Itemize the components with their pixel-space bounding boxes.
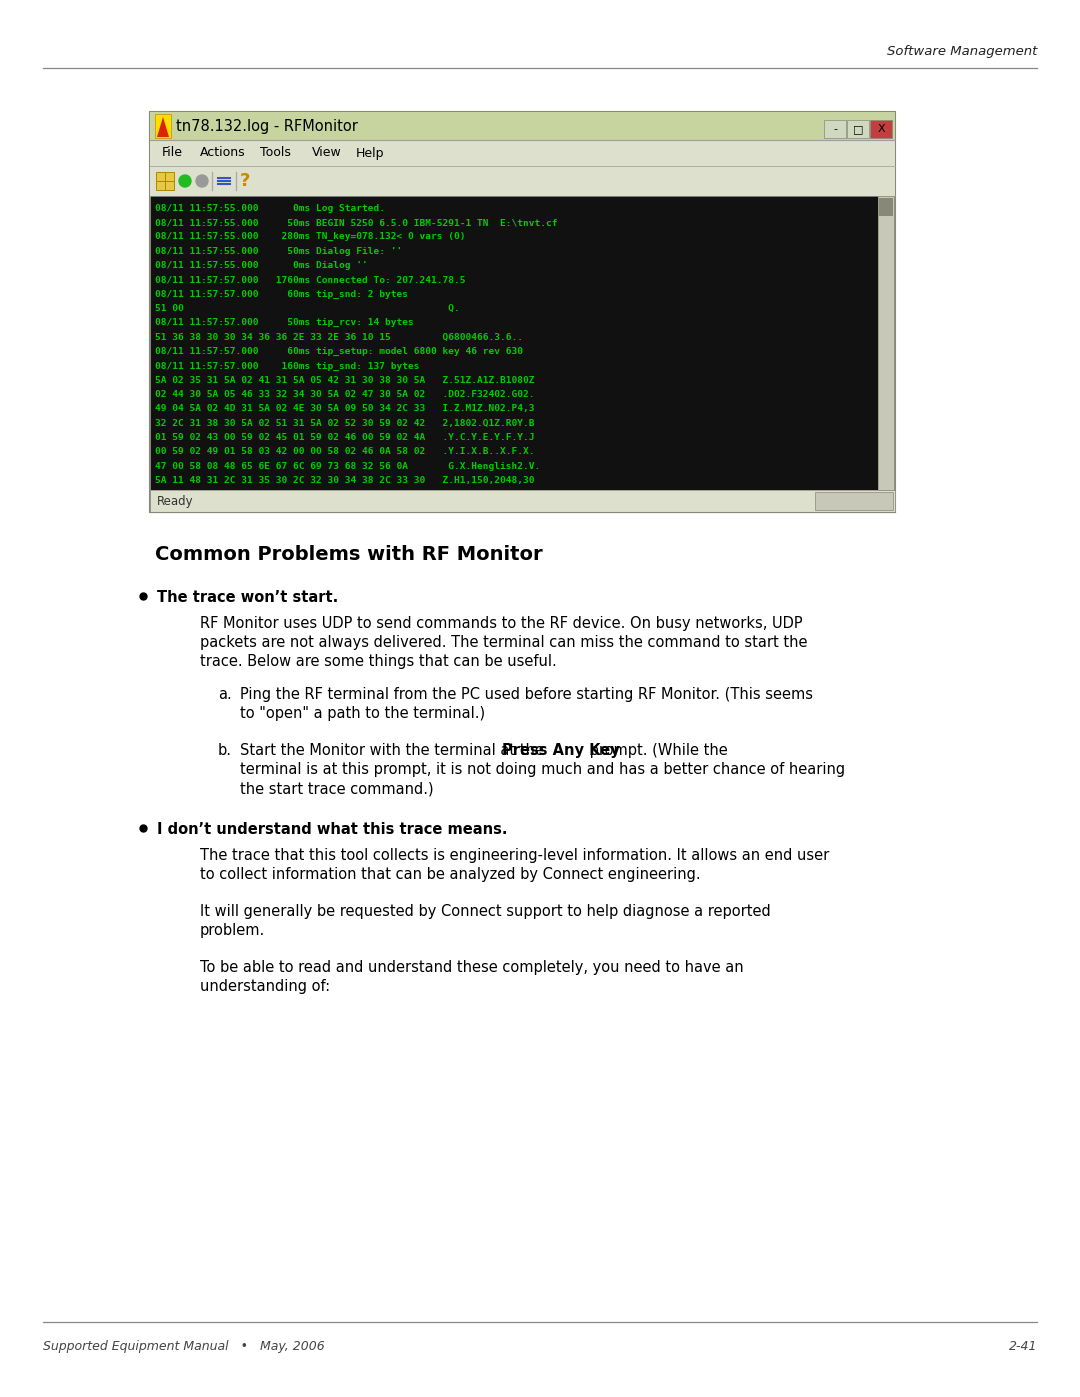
Text: Tools: Tools [260, 147, 291, 159]
Text: b.: b. [218, 743, 232, 759]
Text: 08/11 11:57:55.000     50ms Dialog File: '': 08/11 11:57:55.000 50ms Dialog File: '' [156, 247, 402, 256]
Text: Supported Equipment Manual   •   May, 2006: Supported Equipment Manual • May, 2006 [43, 1340, 325, 1354]
Polygon shape [157, 117, 168, 137]
Bar [824, 120, 846, 138]
Bar [878, 196, 894, 490]
Text: The trace won’t start.: The trace won’t start. [157, 590, 338, 605]
Text: X: X [877, 124, 885, 134]
Text: 5A 02 35 31 5A 02 41 31 5A 05 42 31 30 38 30 5A   Z.51Z.A1Z.B1080Z: 5A 02 35 31 5A 02 41 31 5A 05 42 31 30 3… [156, 376, 535, 384]
Text: terminal is at this prompt, it is not doing much and has a better chance of hear: terminal is at this prompt, it is not do… [240, 761, 846, 777]
Text: To be able to read and understand these completely, you need to have an: To be able to read and understand these … [200, 960, 744, 975]
Text: Ping the RF terminal from the PC used before starting RF Monitor. (This seems: Ping the RF terminal from the PC used be… [240, 687, 813, 703]
Text: 08/11 11:57:57.000    160ms tip_snd: 137 bytes: 08/11 11:57:57.000 160ms tip_snd: 137 by… [156, 362, 419, 370]
Text: Software Management: Software Management [887, 46, 1037, 59]
Bar [847, 120, 869, 138]
Bar [156, 115, 171, 138]
Bar [150, 140, 895, 166]
Text: Ready: Ready [157, 495, 193, 507]
Text: 49 04 5A 02 4D 31 5A 02 4E 30 5A 09 50 34 2C 33   I.Z.M1Z.N02.P4,3: 49 04 5A 02 4D 31 5A 02 4E 30 5A 09 50 3… [156, 405, 535, 414]
Text: Press Any Key: Press Any Key [502, 743, 620, 759]
Text: 08/11 11:57:55.000    280ms TN_key=078.132< 0 vars (0): 08/11 11:57:55.000 280ms TN_key=078.132<… [156, 232, 465, 242]
Circle shape [195, 175, 208, 187]
Text: It will generally be requested by Connect support to help diagnose a reported: It will generally be requested by Connec… [200, 904, 771, 919]
Text: trace. Below are some things that can be useful.: trace. Below are some things that can be… [200, 654, 557, 669]
Circle shape [179, 175, 191, 187]
Bar [815, 492, 893, 510]
Text: 32 2C 31 38 30 5A 02 51 31 5A 02 52 30 59 02 42   2,1802.Q1Z.R0Y.B: 32 2C 31 38 30 5A 02 51 31 5A 02 52 30 5… [156, 419, 535, 427]
Text: 01 59 02 43 00 59 02 45 01 59 02 46 00 59 02 4A   .Y.C.Y.E.Y.F.Y.J: 01 59 02 43 00 59 02 45 01 59 02 46 00 5… [156, 433, 535, 443]
Text: to "open" a path to the terminal.): to "open" a path to the terminal.) [240, 705, 485, 721]
Text: Common Problems with RF Monitor: Common Problems with RF Monitor [156, 545, 542, 564]
Text: 08/11 11:57:57.000     60ms tip_setup: model 6800 key 46 rev 630: 08/11 11:57:57.000 60ms tip_setup: model… [156, 346, 523, 356]
Text: 08/11 11:57:55.000      0ms Log Started.: 08/11 11:57:55.000 0ms Log Started. [156, 204, 384, 212]
Text: packets are not always delivered. The terminal can miss the command to start the: packets are not always delivered. The te… [200, 636, 808, 650]
Bar [150, 112, 895, 511]
Text: -: - [833, 124, 837, 134]
Text: 08/11 11:57:57.000     50ms tip_rcv: 14 bytes: 08/11 11:57:57.000 50ms tip_rcv: 14 byte… [156, 319, 414, 327]
Text: Actions: Actions [200, 147, 245, 159]
Text: 51 00                                              Q.: 51 00 Q. [156, 305, 460, 313]
Text: to collect information that can be analyzed by Connect engineering.: to collect information that can be analy… [200, 868, 701, 882]
Bar [150, 490, 895, 511]
Text: □: □ [853, 124, 863, 134]
Text: 02 44 30 5A 05 46 33 32 34 30 5A 02 47 30 5A 02   .D02.F32402.G02.: 02 44 30 5A 05 46 33 32 34 30 5A 02 47 3… [156, 390, 535, 400]
Text: RF Monitor uses UDP to send commands to the RF device. On busy networks, UDP: RF Monitor uses UDP to send commands to … [200, 616, 802, 631]
Text: 47 00 58 08 48 65 6E 67 6C 69 73 68 32 56 0A       G.X.Henglish2.V.: 47 00 58 08 48 65 6E 67 6C 69 73 68 32 5… [156, 462, 540, 471]
Text: 00 59 02 49 01 58 03 42 00 00 58 02 46 0A 58 02   .Y.I.X.B..X.F.X.: 00 59 02 49 01 58 03 42 00 00 58 02 46 0… [156, 447, 535, 457]
Bar [870, 120, 892, 138]
Text: problem.: problem. [200, 923, 266, 937]
Text: prompt. (While the: prompt. (While the [585, 743, 728, 759]
Text: tn78.132.log - RFMonitor: tn78.132.log - RFMonitor [176, 119, 357, 134]
Text: ?: ? [240, 172, 251, 190]
Text: understanding of:: understanding of: [200, 979, 330, 995]
Bar [150, 112, 895, 140]
Text: File: File [162, 147, 183, 159]
Bar [150, 166, 895, 196]
Text: 08/11 11:57:55.000     50ms BEGIN 5250 6.5.0 IBM-5291-1 TN  E:\tnvt.cf: 08/11 11:57:55.000 50ms BEGIN 5250 6.5.0… [156, 218, 557, 228]
Bar [879, 198, 893, 217]
Text: a.: a. [218, 687, 232, 703]
Text: Start the Monitor with the terminal at the: Start the Monitor with the terminal at t… [240, 743, 549, 759]
Text: the start trace command.): the start trace command.) [240, 781, 434, 796]
Text: View: View [312, 147, 341, 159]
Text: 51 36 38 30 30 34 36 36 2E 33 2E 36 10 15         Q6800466.3.6..: 51 36 38 30 30 34 36 36 2E 33 2E 36 10 1… [156, 332, 523, 342]
Bar [151, 196, 878, 490]
Bar [156, 172, 174, 190]
Text: The trace that this tool collects is engineering-level information. It allows an: The trace that this tool collects is eng… [200, 848, 829, 863]
Text: 08/11 11:57:57.000     60ms tip_snd: 2 bytes: 08/11 11:57:57.000 60ms tip_snd: 2 bytes [156, 289, 408, 299]
Text: 5A 11 48 31 2C 31 35 30 2C 32 30 34 38 2C 33 30   Z.H1,150,2048,30: 5A 11 48 31 2C 31 35 30 2C 32 30 34 38 2… [156, 476, 535, 485]
Text: 2-41: 2-41 [1009, 1340, 1037, 1354]
Text: Help: Help [356, 147, 384, 159]
Text: 08/11 11:57:55.000      0ms Dialog '': 08/11 11:57:55.000 0ms Dialog '' [156, 261, 368, 270]
Text: I don’t understand what this trace means.: I don’t understand what this trace means… [157, 821, 508, 837]
Text: 08/11 11:57:57.000   1760ms Connected To: 207.241.78.5: 08/11 11:57:57.000 1760ms Connected To: … [156, 275, 465, 285]
